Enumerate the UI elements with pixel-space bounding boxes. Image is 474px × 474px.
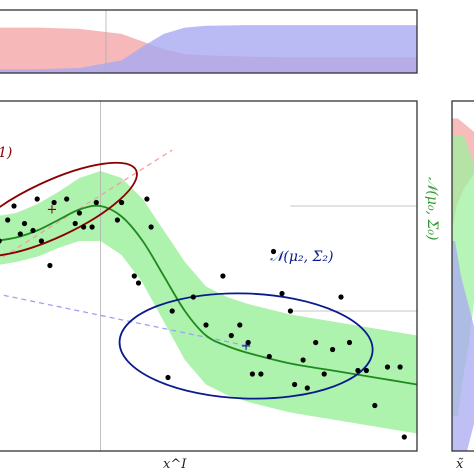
data-point bbox=[114, 217, 120, 223]
component-means: ++ bbox=[47, 203, 252, 355]
data-point bbox=[34, 196, 40, 202]
data-point bbox=[47, 262, 53, 269]
confidence-band bbox=[0, 171, 417, 434]
data-point bbox=[258, 371, 264, 377]
top-panel-frame bbox=[0, 9, 418, 74]
data-point bbox=[372, 402, 378, 409]
data-point bbox=[30, 227, 36, 234]
data-point bbox=[169, 308, 175, 314]
data-point bbox=[355, 367, 361, 374]
component-mean-2: + bbox=[241, 339, 252, 354]
data-point bbox=[131, 273, 137, 279]
data-point bbox=[220, 273, 226, 279]
data-point bbox=[397, 364, 403, 370]
data-point bbox=[203, 322, 209, 328]
data-point bbox=[346, 339, 353, 346]
data-points bbox=[0, 196, 407, 440]
data-point bbox=[81, 224, 87, 230]
data-point bbox=[119, 199, 125, 206]
top-panel-plot bbox=[0, 10, 417, 73]
data-point bbox=[144, 196, 150, 202]
data-point bbox=[384, 364, 391, 370]
data-point bbox=[51, 199, 57, 206]
data-point bbox=[148, 224, 154, 230]
data-point bbox=[249, 371, 255, 377]
data-point bbox=[270, 248, 277, 255]
right-axis-label: x̃ bbox=[456, 457, 464, 472]
data-point bbox=[89, 224, 95, 230]
main-panel: ++ 1) 𝒩(μ₂, Σ₂) x^I bbox=[0, 100, 418, 472]
right-panel-frame bbox=[451, 100, 474, 452]
data-point bbox=[228, 332, 234, 339]
projection-line-2 bbox=[0, 293, 249, 347]
data-point bbox=[338, 294, 344, 300]
top-area-component-2 bbox=[0, 25, 417, 73]
main-panel-plot: ++ bbox=[0, 101, 417, 451]
data-point bbox=[5, 217, 11, 223]
data-point bbox=[237, 322, 243, 328]
data-point bbox=[64, 196, 70, 202]
projection-lines bbox=[0, 149, 249, 347]
right-panel: 𝒩(μ₀, Σ₀) x̃ bbox=[424, 100, 474, 472]
main-panel-frame bbox=[0, 100, 418, 452]
data-point bbox=[401, 434, 407, 440]
data-point bbox=[313, 339, 319, 346]
data-point bbox=[135, 280, 142, 286]
main-gridlines bbox=[100, 101, 417, 451]
data-point bbox=[279, 290, 285, 297]
projection-line-1 bbox=[0, 149, 173, 260]
right-panel-plot bbox=[452, 118, 474, 451]
data-point bbox=[363, 367, 369, 374]
data-point bbox=[17, 231, 23, 237]
data-point bbox=[190, 294, 196, 300]
data-point bbox=[76, 210, 82, 216]
component-2-label: 𝒩(μ₂, Σ₂) bbox=[270, 249, 333, 265]
data-point bbox=[21, 220, 28, 227]
data-point bbox=[0, 238, 2, 244]
component-ellipse-1 bbox=[0, 161, 138, 258]
component-mean-1: + bbox=[47, 203, 58, 218]
right-panel-label: 𝒩(μ₀, Σ₀) bbox=[424, 177, 440, 240]
x-axis-label: x^I bbox=[163, 457, 187, 472]
component-1-label: 1) bbox=[0, 145, 12, 161]
data-point bbox=[11, 203, 17, 209]
data-point bbox=[72, 220, 78, 227]
data-point bbox=[245, 339, 251, 346]
data-point bbox=[266, 353, 272, 360]
data-point bbox=[304, 385, 310, 391]
top-panel bbox=[0, 9, 418, 74]
data-point bbox=[93, 199, 99, 206]
component-ellipses bbox=[0, 161, 374, 400]
component-ellipse-2 bbox=[118, 292, 374, 400]
data-point bbox=[321, 371, 327, 377]
data-point bbox=[292, 381, 298, 388]
mean-curve bbox=[0, 204, 417, 386]
data-point bbox=[165, 374, 171, 381]
data-point bbox=[38, 238, 45, 244]
data-point bbox=[330, 346, 336, 353]
data-point bbox=[287, 308, 293, 314]
data-point bbox=[300, 357, 306, 363]
right-area-3 bbox=[452, 241, 474, 451]
